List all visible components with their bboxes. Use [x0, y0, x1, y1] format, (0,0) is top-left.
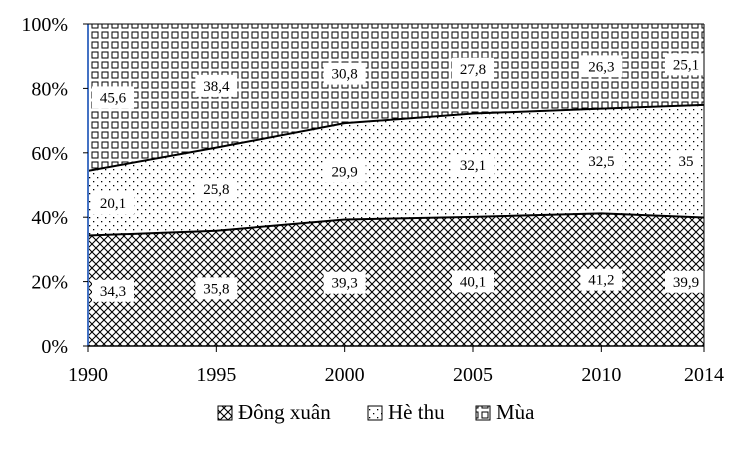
data-label-he-thu-2010: 32,5	[588, 154, 614, 170]
data-label-dong-xuan-1995: 35,8	[203, 281, 229, 297]
y-tick-label: 40%	[31, 207, 68, 229]
data-label-bg	[580, 150, 623, 173]
legend: Đông xuân Hè thu Mùa	[217, 400, 535, 424]
data-label-bg	[665, 53, 707, 76]
x-tick-label: 1990	[68, 364, 108, 386]
data-label-bg	[323, 160, 366, 183]
data-label-bg	[673, 150, 699, 173]
legend-label-mua: Mùa	[496, 400, 535, 424]
data-label-mua-2000: 30,8	[332, 67, 358, 83]
legend-swatch-dong-xuan	[217, 405, 233, 421]
series-boundary-lines	[87, 103, 705, 237]
data-label-he-thu-2005: 32,1	[460, 158, 486, 174]
plot-areas	[88, 24, 704, 346]
y-axis-ticks: 0% 20% 40% 60% 80% 100%	[21, 14, 88, 358]
y-tick-label: 60%	[31, 143, 68, 165]
data-label-dong-xuan-2014: 39,9	[673, 275, 699, 291]
data-labels: 34,3 35,8 39,3 40,1 41,2 39,9 20,1 25,8 29,9 32,1…	[92, 53, 707, 302]
data-label-bg	[323, 271, 366, 294]
data-label-bg	[92, 192, 134, 215]
data-label-he-thu-1995: 25,8	[203, 182, 229, 198]
data-label-mua-2014: 25,1	[673, 57, 699, 73]
data-label-he-thu-2000: 29,9	[332, 164, 358, 180]
data-label-bg	[92, 86, 134, 109]
data-label-dong-xuan-2000: 39,3	[332, 276, 358, 292]
data-label-he-thu-1990: 20,1	[100, 196, 126, 212]
x-axis-ticks: 1990 1995 2000 2005 2010 2014	[68, 346, 724, 386]
data-label-mua-2010: 26,3	[588, 59, 614, 75]
data-label-he-thu-2014: 35	[679, 154, 694, 170]
x-tick-label: 2005	[453, 364, 493, 386]
data-label-mua-2005: 27,8	[460, 62, 486, 78]
x-tick-label: 2014	[684, 364, 724, 386]
y-tick-label: 100%	[21, 14, 68, 36]
data-label-bg	[195, 178, 238, 201]
data-label-bg	[195, 74, 238, 97]
area-he-thu	[88, 104, 704, 236]
legend-label-dong-xuan: Đông xuân	[238, 400, 331, 424]
legend-label-he-thu: Hè thu	[388, 400, 445, 424]
data-label-bg	[452, 154, 494, 177]
data-label-bg	[195, 277, 238, 300]
boundary-line-he-thu	[87, 103, 705, 172]
data-label-dong-xuan-2010: 41,2	[588, 273, 614, 289]
x-tick-label: 2010	[581, 364, 621, 386]
legend-swatch-he-thu	[367, 405, 383, 421]
data-label-bg	[665, 270, 707, 293]
x-tick-label: 2000	[325, 364, 365, 386]
data-label-mua-1995: 38,4	[203, 79, 230, 95]
data-label-bg	[92, 279, 134, 302]
legend-swatch-mua	[475, 405, 491, 421]
data-label-dong-xuan-1990: 34,3	[100, 284, 126, 300]
x-tick-label: 1995	[196, 364, 236, 386]
data-label-bg	[452, 57, 494, 80]
y-tick-label: 20%	[31, 272, 68, 294]
area-dong-xuan	[88, 213, 704, 346]
y-tick-label: 80%	[31, 78, 68, 100]
y-tick-label: 0%	[41, 336, 68, 358]
boundary-line-dong-xuan	[87, 212, 705, 237]
data-label-bg	[452, 270, 494, 293]
data-label-bg	[323, 62, 366, 85]
data-label-bg	[580, 55, 623, 78]
data-label-mua-1990: 45,6	[100, 90, 127, 106]
data-label-dong-xuan-2005: 40,1	[460, 274, 486, 290]
data-label-bg	[580, 268, 623, 291]
area-mua	[88, 24, 704, 171]
